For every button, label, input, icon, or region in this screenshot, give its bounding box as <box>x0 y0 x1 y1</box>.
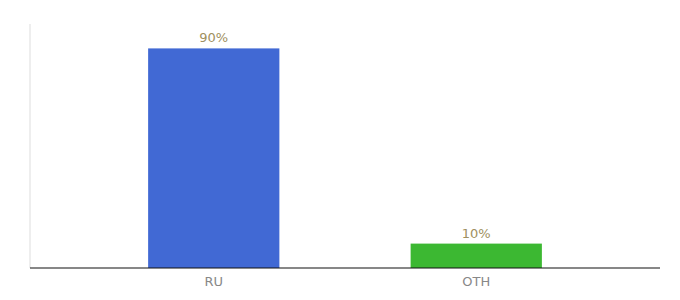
data-label: 90% <box>199 30 228 45</box>
chart-container: RU OTH 90% 10% <box>0 0 680 300</box>
data-label: 10% <box>462 226 491 241</box>
bar <box>148 48 279 268</box>
chart: RU OTH 90% 10% <box>0 0 680 300</box>
bars <box>148 48 542 268</box>
x-tick-label: RU <box>204 274 223 289</box>
x-axis-line <box>30 267 660 268</box>
x-tick-label: OTH <box>462 274 490 289</box>
y-axis-line <box>30 24 31 268</box>
bar <box>411 244 542 268</box>
